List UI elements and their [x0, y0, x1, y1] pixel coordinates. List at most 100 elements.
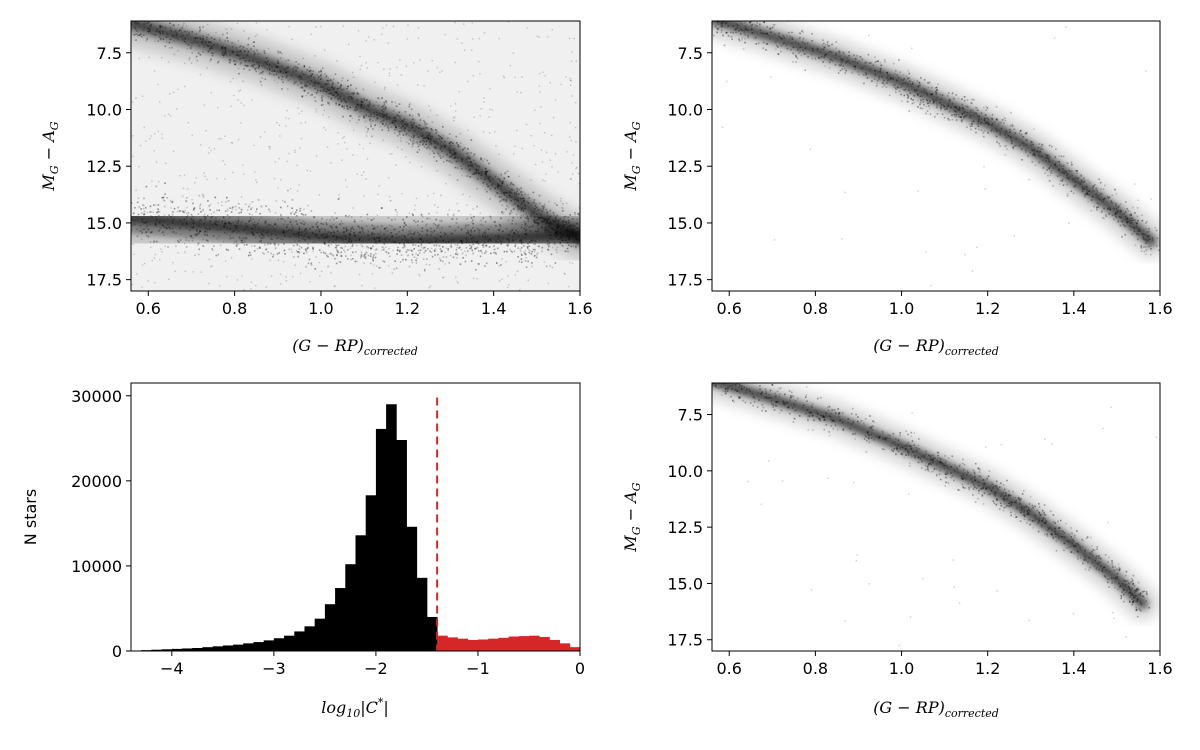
- density-speck: [897, 77, 900, 79]
- density-speck: [468, 164, 470, 167]
- density-speck: [281, 88, 283, 90]
- density-speck: [142, 23, 144, 25]
- density-speck: [1132, 206, 1134, 209]
- density-speck: [839, 419, 842, 421]
- density-speck: [336, 238, 339, 240]
- density-speck: [498, 229, 501, 232]
- density-speck: [382, 116, 385, 118]
- density-speck: [1119, 216, 1122, 219]
- density-speck: [1147, 231, 1149, 233]
- density-speck: [1087, 190, 1089, 193]
- histogram-bar: [151, 649, 163, 651]
- density-speck: [213, 245, 215, 247]
- density-speck: [505, 200, 508, 203]
- density-speck: [153, 204, 155, 206]
- density-speck: [863, 438, 866, 440]
- density-speck: [144, 22, 147, 24]
- density-speck: [971, 120, 973, 123]
- density-speck: [417, 220, 419, 223]
- density-speck: [338, 98, 340, 100]
- density-speck: [709, 378, 711, 380]
- density-speck: [1142, 236, 1145, 239]
- density-speck: [191, 31, 193, 33]
- density-speck: [292, 233, 295, 235]
- density-speck: [125, 24, 127, 26]
- density-speck: [123, 225, 125, 227]
- outlier-speck: [560, 200, 562, 202]
- outlier-speck: [1063, 165, 1065, 168]
- density-speck: [802, 31, 804, 33]
- density-speck: [977, 484, 980, 487]
- density-speck: [381, 97, 383, 99]
- density-speck: [903, 456, 905, 459]
- outlier-speck: [560, 197, 562, 200]
- density-speck: [411, 124, 413, 126]
- density-speck: [1066, 174, 1068, 177]
- density-speck: [472, 243, 475, 246]
- density-speck: [349, 233, 351, 236]
- density-speck: [347, 93, 350, 95]
- density-speck: [396, 128, 398, 131]
- density-speck: [245, 59, 247, 62]
- density-speck: [204, 230, 206, 233]
- density-speck: [271, 68, 274, 71]
- density-speck: [395, 119, 398, 122]
- outlier-speck: [1134, 183, 1136, 185]
- density-speck: [246, 65, 249, 67]
- density-speck: [164, 45, 167, 48]
- density-speck: [233, 60, 235, 62]
- density-speck: [1025, 149, 1027, 151]
- density-speck: [484, 252, 486, 255]
- density-speck: [518, 241, 521, 244]
- density-speck: [946, 105, 948, 108]
- density-speck: [157, 210, 159, 213]
- density-speck: [302, 237, 304, 240]
- density-speck: [906, 85, 909, 87]
- outlier-speck: [291, 38, 293, 41]
- density-speck: [460, 160, 463, 162]
- outlier-speck: [407, 133, 409, 135]
- density-speck: [327, 102, 330, 105]
- density-speck: [999, 495, 1002, 497]
- density-speck: [412, 134, 415, 136]
- density-ridge: [712, 21, 1154, 244]
- density-speck: [407, 233, 409, 236]
- density-speck: [303, 83, 306, 85]
- density-speck: [1073, 178, 1076, 180]
- density-speck: [1148, 227, 1150, 230]
- density-speck: [903, 74, 905, 76]
- density-speck: [1042, 167, 1045, 169]
- outlier-speck: [348, 43, 350, 46]
- density-speck: [1111, 201, 1113, 204]
- outlier-speck: [288, 152, 290, 155]
- density-speck: [1007, 135, 1010, 137]
- density-speck: [303, 90, 306, 92]
- density-speck: [1136, 215, 1139, 218]
- density-speck: [327, 83, 330, 85]
- density-speck: [413, 233, 415, 235]
- density-speck: [479, 255, 482, 258]
- density-speck: [962, 112, 964, 115]
- density-speck: [237, 217, 240, 219]
- density-speck: [503, 199, 505, 202]
- density-speck: [318, 249, 321, 251]
- density-speck: [550, 227, 553, 230]
- density-speck: [836, 428, 839, 431]
- density-glow: [712, 383, 1159, 620]
- density-speck: [762, 32, 764, 35]
- density-speck: [482, 217, 485, 219]
- density-speck: [889, 78, 892, 80]
- density-speck: [268, 208, 270, 211]
- density-speck: [904, 82, 907, 84]
- density-speck: [149, 241, 152, 243]
- density-speck: [517, 199, 519, 202]
- density-speck: [824, 44, 827, 46]
- density-speck: [453, 152, 456, 155]
- density-speck: [822, 61, 824, 63]
- density-speck: [920, 99, 922, 102]
- density-speck: [146, 27, 149, 30]
- density-speck: [410, 121, 412, 123]
- density-speck: [1111, 564, 1114, 566]
- density-speck: [479, 172, 482, 174]
